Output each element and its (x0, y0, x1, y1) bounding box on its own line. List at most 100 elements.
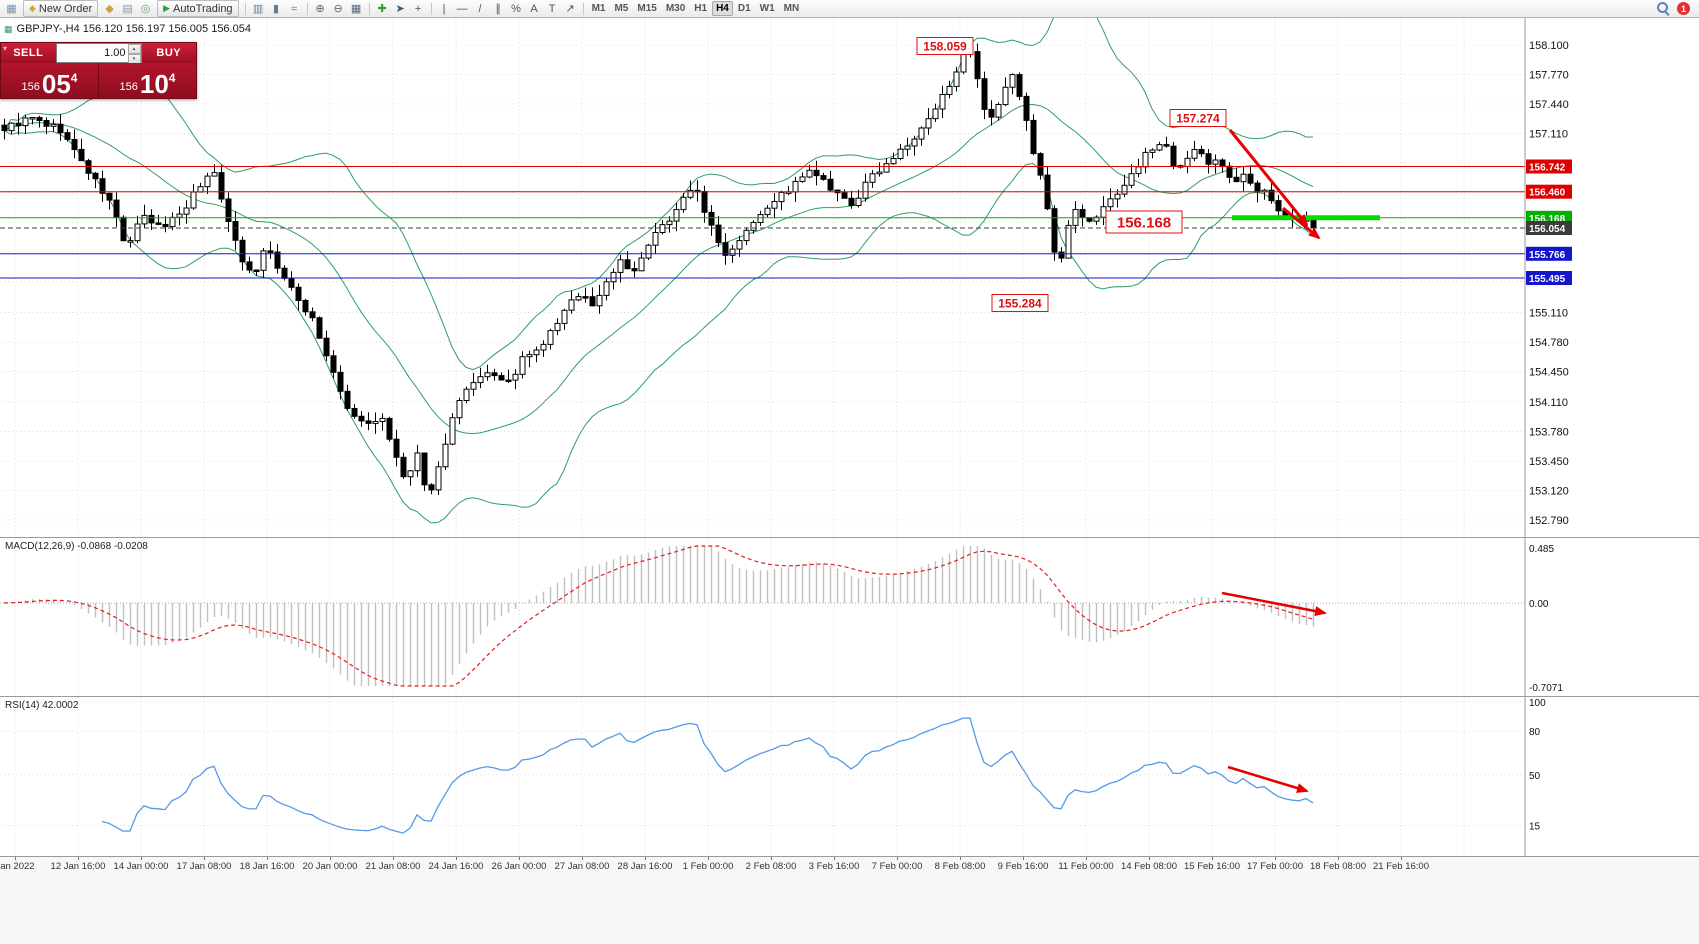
timeframe-d1[interactable]: D1 (737, 3, 751, 14)
svg-text:157.440: 157.440 (1529, 99, 1569, 111)
new-chart-icon[interactable]: ▦ (6, 3, 17, 15)
time-axis[interactable]: Jan 2022 12 Jan 16:00 14 Jan 00:00 17 Jan 0… (0, 856, 1699, 944)
arrows-icon[interactable]: ↗ (565, 3, 575, 15)
time-axis-tick (1023, 857, 1024, 860)
axis-price-label (1526, 271, 1572, 285)
svg-text:158.100: 158.100 (1529, 40, 1569, 52)
new-order-button[interactable]: ◆ New Order (23, 0, 99, 17)
horizontal-line-icon[interactable]: — (456, 2, 468, 15)
time-axis-tick (456, 857, 457, 860)
price-annotation-box[interactable] (991, 294, 1049, 312)
svg-text:156.460: 156.460 (1529, 188, 1566, 199)
svg-text:0.485: 0.485 (1529, 544, 1554, 555)
timeframe-h4[interactable]: H4 (712, 1, 733, 16)
rsi-trend-arrow[interactable] (1227, 765, 1309, 793)
candlestick-chart-icon[interactable]: ▮ (273, 3, 280, 15)
svg-text:156.742: 156.742 (1529, 162, 1566, 173)
lot-spinner: ▴ ▾ (127, 44, 141, 64)
time-axis-label: 24 Jan 16:00 (428, 861, 484, 872)
symbol-ohlc-text: GBPJPY-,H4 156.120 156.197 156.005 156.0… (16, 23, 251, 35)
price-annotation-box[interactable] (916, 37, 974, 55)
profiles-icon[interactable]: ◆ (105, 3, 114, 15)
svg-text:154.110: 154.110 (1529, 397, 1568, 409)
macd-panel-canvas[interactable]: 0.485 0.00 -0.7071 (0, 537, 1699, 697)
time-axis-label: 14 Feb 08:00 (1121, 861, 1177, 872)
time-axis-tick (393, 857, 394, 860)
vertical-line-icon[interactable]: | (442, 2, 446, 15)
svg-text:153.120: 153.120 (1529, 485, 1569, 497)
zoom-in-icon[interactable]: ⊕ (315, 3, 325, 15)
autotrading-button-icon: ▶ (163, 3, 171, 13)
indicators-icon[interactable]: ✚ (377, 3, 387, 15)
new-order-button-label: New Order (38, 2, 93, 15)
lot-size-input[interactable] (56, 46, 128, 60)
svg-text:157.274: 157.274 (1176, 111, 1220, 125)
symbol-info: ▦ GBPJPY-,H4 156.120 156.197 156.005 156… (4, 23, 251, 35)
price-annotation-box[interactable] (1169, 109, 1227, 127)
time-axis-label: 21 Jan 08:00 (365, 861, 421, 872)
trend-arrow[interactable] (1282, 206, 1321, 240)
timeframe-m5[interactable]: M5 (614, 3, 629, 14)
time-axis-tick (771, 857, 772, 860)
svg-text:50: 50 (1529, 771, 1541, 782)
time-axis-label: 1 Feb 00:00 (682, 861, 734, 872)
fibonacci-icon[interactable]: % (511, 2, 521, 15)
trend-arrow[interactable] (1228, 129, 1309, 227)
notification-badge[interactable]: 1 (1677, 2, 1690, 15)
timeframe-h1[interactable]: H1 (694, 3, 708, 14)
chart-symbol-icon: ▦ (4, 23, 13, 34)
search-icon[interactable] (1657, 2, 1670, 15)
autotrading-button[interactable]: ▶ AutoTrading (157, 0, 239, 17)
trendline-icon[interactable]: / (478, 2, 482, 15)
toolbar-separator (582, 2, 584, 15)
macd-histogram (10, 546, 1315, 686)
svg-text:-0.7071: -0.7071 (1529, 683, 1563, 694)
lot-size-box: ▴ ▾ (55, 43, 142, 64)
rsi-line (101, 717, 1314, 834)
timeframe-m1[interactable]: M1 (591, 3, 606, 14)
timeframe-m30[interactable]: M30 (665, 3, 686, 14)
buy-price-pip: 4 (168, 71, 176, 85)
sell-button[interactable]: SELL (1, 43, 56, 63)
timeframe-w1[interactable]: W1 (759, 3, 775, 14)
timeframe-mn[interactable]: MN (783, 3, 800, 14)
price-divider (98, 63, 99, 98)
data-window-icon[interactable]: ▤ (122, 3, 133, 15)
time-axis-label: 14 Jan 00:00 (113, 861, 169, 872)
text-icon[interactable]: A (530, 2, 538, 15)
lot-increase-button[interactable]: ▴ (127, 44, 141, 54)
time-axis-tick (78, 857, 79, 860)
svg-text:152.790: 152.790 (1529, 515, 1569, 527)
crosshair-icon[interactable]: + (414, 2, 422, 15)
time-axis-tick (1086, 857, 1087, 860)
time-axis-label: 27 Jan 08:00 (554, 861, 610, 872)
text-label-icon[interactable]: T (548, 2, 556, 15)
buy-button[interactable]: BUY (141, 43, 196, 63)
autotrading-button-label: AutoTrading (173, 2, 233, 15)
tile-windows-icon[interactable]: ▦ (350, 3, 362, 15)
buy-price-button[interactable]: 156 10 4 (99, 63, 196, 98)
bollinger-bands (3, 18, 1314, 524)
toolbar-separator (368, 2, 370, 15)
time-axis-tick (834, 857, 835, 860)
svg-text:158.059: 158.059 (923, 39, 967, 53)
cursor-icon[interactable]: ➤ (395, 3, 405, 15)
svg-text:156.168: 156.168 (1529, 214, 1566, 225)
time-axis-tick (141, 857, 142, 860)
sell-price-button[interactable]: 156 05 4 (1, 63, 98, 98)
time-axis-label: 17 Feb 00:00 (1247, 861, 1303, 872)
panel-collapse-icon[interactable]: ▾ (3, 44, 8, 53)
bar-chart-icon[interactable]: ▥ (252, 3, 264, 15)
macd-trend-arrow[interactable] (1221, 591, 1327, 617)
time-axis-label: 3 Feb 16:00 (808, 861, 860, 872)
price-chart-canvas[interactable]: 158.100 157.770 157.440 157.110 155.110 154.7… (0, 18, 1699, 537)
rsi-panel-canvas[interactable]: 100 80 50 15 (0, 696, 1699, 857)
line-chart-icon[interactable]: ≈ (291, 2, 298, 15)
zoom-out-icon[interactable]: ⊖ (333, 3, 343, 15)
main-grid (0, 18, 1525, 537)
refresh-icon[interactable]: ◎ (140, 3, 151, 15)
axis-price-label (1526, 184, 1572, 199)
channel-icon[interactable]: ∥ (495, 3, 501, 15)
timeframe-m15[interactable]: M15 (637, 3, 657, 14)
price-annotation-box[interactable] (1105, 210, 1183, 234)
